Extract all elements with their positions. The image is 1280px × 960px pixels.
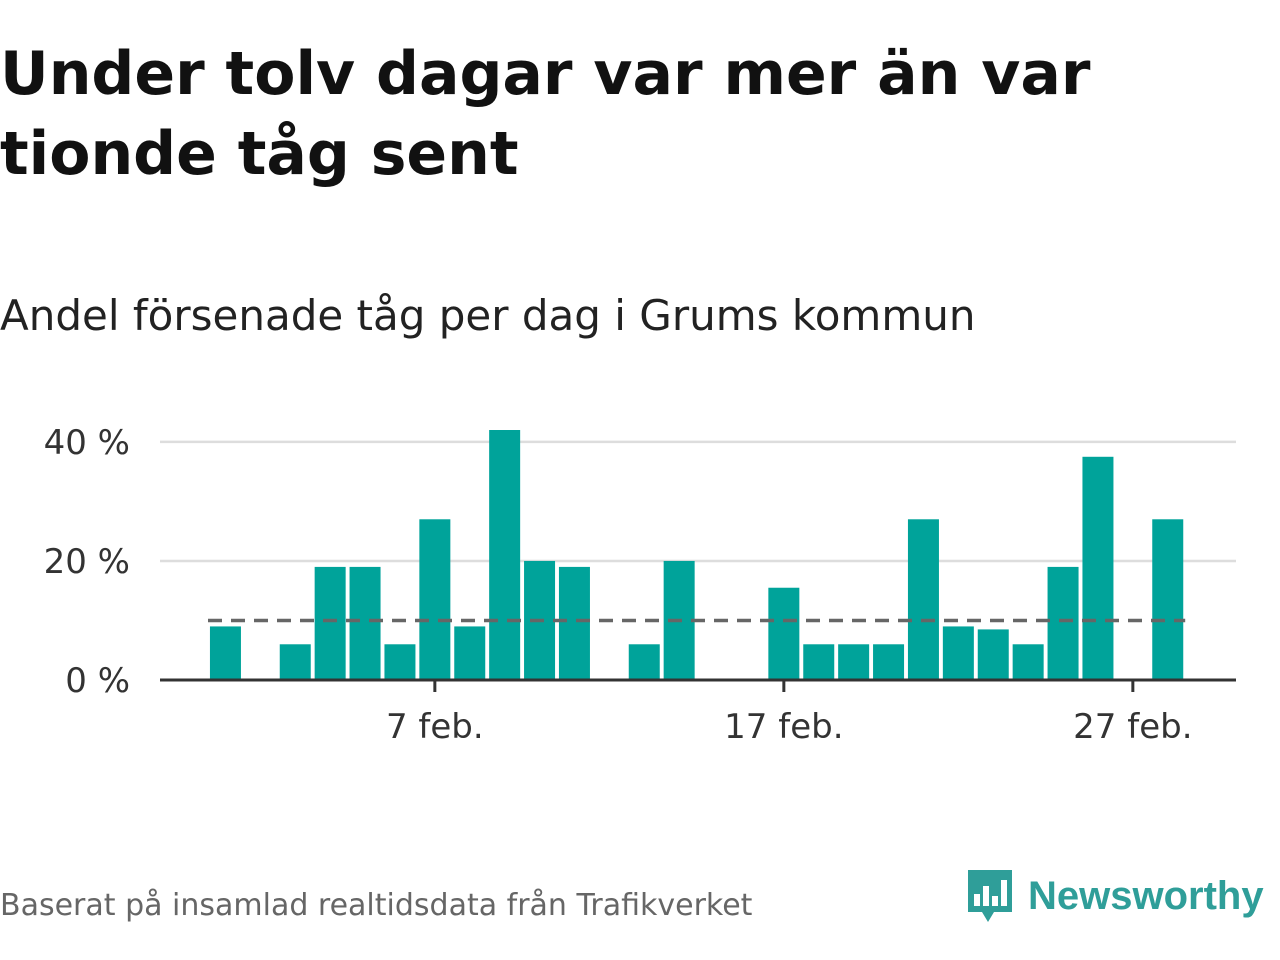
bar	[907, 519, 939, 680]
gridlines	[160, 440, 1236, 563]
chart-title: Under tolv dagar var mer än var tionde t…	[0, 39, 1091, 189]
bar	[1047, 566, 1079, 680]
bar	[279, 644, 311, 680]
bar	[558, 566, 590, 680]
bar	[977, 629, 1009, 680]
bar	[873, 644, 905, 680]
bar	[1012, 644, 1044, 680]
chart-subtitle: Andel försenade tåg per dag i Grums komm…	[0, 291, 976, 340]
newsworthy-logo-icon	[968, 870, 1012, 922]
bar	[942, 626, 974, 680]
bar	[209, 626, 241, 680]
bar	[314, 566, 346, 680]
x-tick-label: 7 feb.	[386, 707, 484, 747]
x-tick-label: 27 feb.	[1073, 707, 1192, 747]
bar	[1152, 519, 1184, 680]
bar	[838, 644, 870, 680]
y-tick-label: 20 %	[44, 542, 130, 582]
bar	[489, 430, 521, 680]
x-tick-label: 17 feb.	[724, 707, 843, 747]
source-note: Baserat på insamlad realtidsdata från Tr…	[0, 888, 753, 923]
bar	[384, 644, 416, 680]
y-tick-label: 40 %	[44, 423, 130, 463]
bar-chart: 0 % 20 % 40 % 7 feb. 17 feb. 27 feb.	[44, 423, 1236, 747]
bar	[768, 587, 800, 680]
bar	[1082, 456, 1114, 680]
brand-name: Newsworthy	[1028, 873, 1264, 918]
bar	[349, 566, 381, 680]
brand-logo: Newsworthy	[964, 864, 1264, 928]
bar	[419, 519, 451, 680]
bar	[803, 644, 835, 680]
bar	[454, 626, 486, 680]
bar	[628, 644, 660, 680]
y-tick-label: 0 %	[65, 661, 130, 701]
bars	[209, 430, 1184, 680]
axes: 0 % 20 % 40 % 7 feb. 17 feb. 27 feb.	[44, 423, 1236, 747]
